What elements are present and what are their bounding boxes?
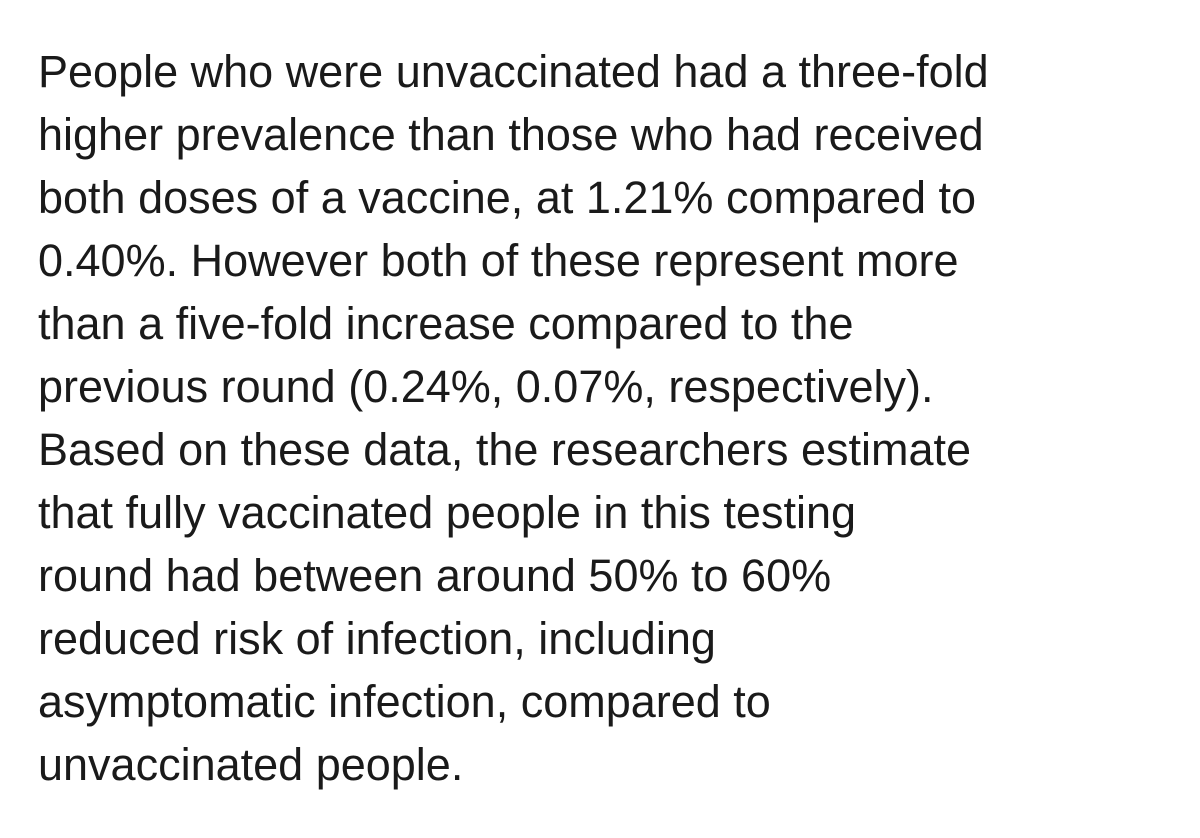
paragraph-line: 0.40%. However both of these represent m… [38,235,959,286]
paragraph-line: asymptomatic infection, compared to [38,676,771,727]
paragraph-line: round had between around 50% to 60% [38,550,832,601]
paragraph-line: higher prevalence than those who had rec… [38,109,984,160]
paragraph-line: both doses of a vaccine, at 1.21% compar… [38,172,977,223]
paragraph-line: Based on these data, the researchers est… [38,424,972,475]
paragraph-line: unvaccinated people. [38,739,464,790]
paragraph-line: People who were unvaccinated had a three… [38,46,989,97]
paragraph-line: reduced risk of infection, including [38,613,716,664]
paragraph-line: previous round (0.24%, 0.07%, respective… [38,361,934,412]
paragraph-line: than a five-fold increase compared to th… [38,298,854,349]
paragraph-line: that fully vaccinated people in this tes… [38,487,856,538]
article-paragraph: People who were unvaccinated had a three… [38,40,1178,796]
